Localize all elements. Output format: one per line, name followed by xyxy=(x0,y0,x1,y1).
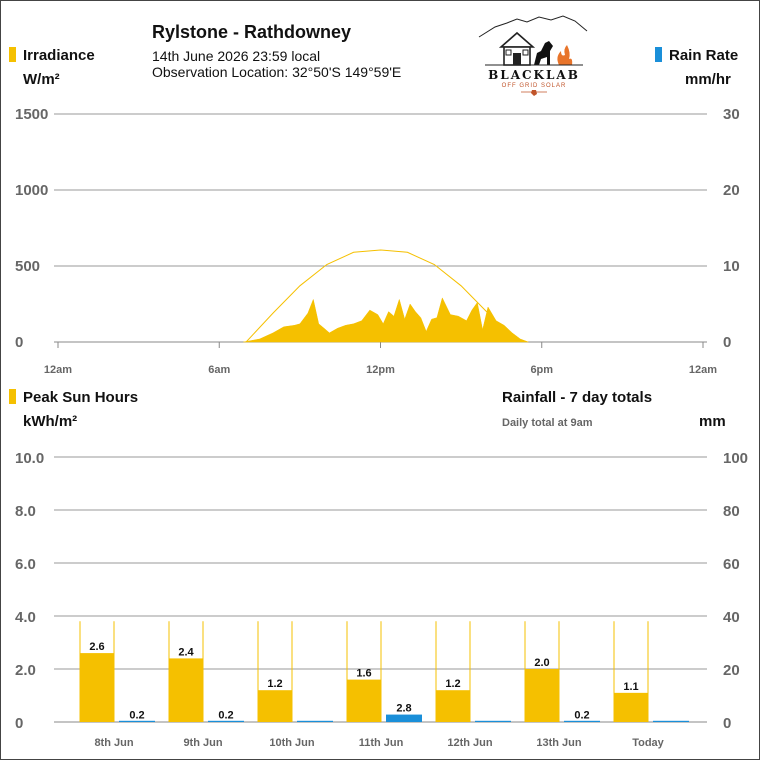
rainfall-bar xyxy=(119,720,155,722)
rainfall-bar xyxy=(564,720,600,722)
sun-hours-label: 1.2 xyxy=(445,678,460,690)
sun-hours-bar xyxy=(347,679,381,722)
sun-hours-legend-swatch xyxy=(9,389,16,404)
rain-rate-label: Rain Rate xyxy=(669,47,739,64)
bottom-y-left-tick: 2.0 xyxy=(15,662,36,679)
observation-location: Observation Location: 32°50'S 149°59'E xyxy=(152,64,402,80)
rainfall-label: 0.2 xyxy=(574,709,589,721)
bottom-y-right-tick: 40 xyxy=(723,609,740,626)
logo-brand-text: BLACKLAB xyxy=(488,68,580,82)
top-y-left-tick: 1500 xyxy=(15,106,48,123)
top-y-left-tick: 0 xyxy=(15,334,23,351)
bottom-y-right-tick: 100 xyxy=(723,450,748,467)
top-y-right-tick: 30 xyxy=(723,106,740,123)
day-label: Today xyxy=(632,737,664,749)
top-y-right-tick: 10 xyxy=(723,258,740,275)
irradiance-label: Irradiance xyxy=(23,47,95,64)
bottom-y-left-tick: 6.0 xyxy=(15,556,36,573)
rainfall-bar xyxy=(653,720,689,722)
rainfall-label: 0.2 xyxy=(129,709,144,721)
top-y-left-tick: 1000 xyxy=(15,182,48,199)
rainfall-title: Rainfall - 7 day totals xyxy=(502,389,653,406)
blacklab-logo: BLACKLAB OFF GRID SOLAR xyxy=(477,13,591,99)
bottom-y-left-tick: 4.0 xyxy=(15,609,36,626)
top-y-right-tick: 20 xyxy=(723,182,740,199)
sun-hours-bar xyxy=(258,690,292,722)
sun-hours-bar xyxy=(525,669,559,722)
bottom-y-right-tick: 20 xyxy=(723,662,740,679)
rainfall-bar xyxy=(386,714,422,722)
day-label: 11th Jun xyxy=(359,737,404,749)
rainfall-bar xyxy=(297,720,333,722)
sun-hours-label: 1.1 xyxy=(623,681,638,693)
clear-sky-curve xyxy=(245,249,516,343)
sun-hours-label: 2.4 xyxy=(178,646,194,658)
top-y-left-tick: 500 xyxy=(15,258,40,275)
sun-hours-label: 2.6 xyxy=(89,641,104,653)
day-label: 9th Jun xyxy=(183,737,222,749)
top-x-tick-label: 12am xyxy=(689,364,717,376)
sun-hours-bar xyxy=(80,653,114,722)
rain-rate-unit: mm/hr xyxy=(685,71,731,88)
top-y-right-tick: 0 xyxy=(723,334,731,351)
day-label: 8th Jun xyxy=(94,737,133,749)
day-label: 12th Jun xyxy=(447,737,493,749)
observation-datetime: 14th June 2026 23:59 local xyxy=(152,48,321,64)
irradiance-area xyxy=(243,297,529,343)
bottom-y-right-tick: 80 xyxy=(723,503,740,520)
rainfall-label: 0.2 xyxy=(218,709,233,721)
top-x-tick-label: 12pm xyxy=(366,364,395,376)
rainfall-bar xyxy=(475,720,511,722)
irradiance-unit: W/m² xyxy=(23,71,60,88)
rainfall-bar xyxy=(208,720,244,722)
sun-hours-label: Peak Sun Hours xyxy=(23,389,139,406)
bottom-y-right-tick: 0 xyxy=(723,715,731,732)
sun-hours-bar xyxy=(169,658,203,722)
irradiance-legend-swatch xyxy=(9,47,16,62)
sun-hours-label: 1.6 xyxy=(356,668,371,680)
rainfall-label: 2.8 xyxy=(396,703,411,715)
logo-tagline-text: OFF GRID SOLAR xyxy=(502,83,567,89)
bottom-y-left-tick: 8.0 xyxy=(15,503,36,520)
logo-graphic: BLACKLAB OFF GRID SOLAR xyxy=(478,15,588,96)
top-x-tick-label: 6pm xyxy=(530,364,553,376)
sun-hours-bar xyxy=(614,692,648,722)
top-x-tick-label: 12am xyxy=(44,364,72,376)
rainfall-unit: mm xyxy=(699,413,726,430)
sun-hours-label: 2.0 xyxy=(534,657,549,669)
station-title: Rylstone - Rathdowney xyxy=(152,22,352,42)
bottom-y-left-tick: 0 xyxy=(15,715,23,732)
rainfall-note: Daily total at 9am xyxy=(502,417,593,429)
sun-hours-bar xyxy=(436,690,470,722)
day-label: 13th Jun xyxy=(536,737,582,749)
day-label: 10th Jun xyxy=(269,737,315,749)
bottom-y-left-tick: 10.0 xyxy=(15,450,44,467)
rain-rate-legend-swatch xyxy=(655,47,662,62)
top-x-tick-label: 6am xyxy=(208,364,230,376)
bottom-y-right-tick: 60 xyxy=(723,556,740,573)
sun-hours-label: 1.2 xyxy=(267,678,282,690)
sun-hours-unit: kWh/m² xyxy=(23,413,78,430)
